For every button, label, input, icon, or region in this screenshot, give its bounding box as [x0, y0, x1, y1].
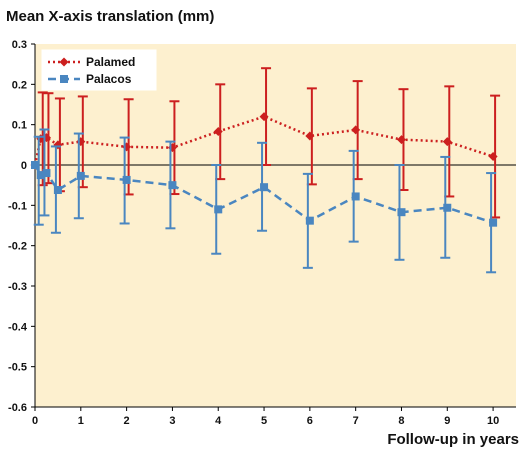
x-tick-label: 9 [444, 415, 450, 427]
y-tick-label: -0.3 [8, 281, 27, 293]
x-tick-label: 3 [169, 415, 175, 427]
x-tick-label: 4 [215, 415, 222, 427]
legend-label-palacos: Palacos [86, 72, 132, 86]
legend-marker-palamed [59, 57, 69, 67]
data-point-palamed [259, 112, 269, 122]
y-tick-label: 0.2 [12, 79, 27, 91]
data-point-palacos [36, 171, 45, 180]
x-tick-label: 0 [32, 415, 38, 427]
x-tick-label: 7 [353, 415, 359, 427]
series-line-palamed [33, 115, 494, 166]
legend-box [41, 49, 157, 91]
data-point-palacos [76, 171, 85, 180]
y-tick-label: 0.1 [12, 120, 27, 132]
y-tick-label: 0 [21, 160, 27, 172]
data-point-palacos [122, 175, 131, 184]
data-point-palacos [260, 183, 269, 192]
x-tick-label: 1 [78, 415, 84, 427]
x-tick-label: 8 [398, 415, 404, 427]
data-point-palacos [31, 161, 39, 169]
series-line-palacos [33, 164, 494, 224]
data-point-palacos [489, 218, 498, 227]
y-tick-label: 0.3 [12, 39, 27, 51]
data-point-palamed [396, 135, 406, 145]
legend-label-palamed: Palamed [86, 55, 135, 69]
data-point-palamed [442, 137, 452, 147]
x-tick-label: 2 [124, 415, 130, 427]
data-point-palacos [168, 181, 177, 190]
data-point-palacos [305, 216, 314, 225]
data-point-palamed [488, 152, 498, 162]
legend-marker-palacos [60, 75, 68, 83]
y-tick-label: -0.1 [8, 200, 27, 212]
x-tick-label: 6 [307, 415, 313, 427]
data-point-palamed [305, 131, 315, 141]
plot-background [35, 44, 516, 407]
data-point-palamed [213, 127, 223, 137]
data-point-palacos [443, 203, 452, 212]
data-point-palamed [351, 125, 361, 135]
chart-title: Mean X-axis translation (mm) [6, 8, 215, 25]
data-point-palacos [214, 205, 223, 214]
y-tick-label: -0.2 [8, 241, 27, 253]
data-point-palacos [397, 208, 406, 217]
y-tick-label: -0.4 [8, 321, 28, 333]
data-point-palacos [53, 186, 62, 195]
x-tick-label: 10 [487, 415, 499, 427]
y-tick-label: -0.6 [8, 402, 27, 414]
x-axis-label: Follow-up in years [387, 431, 519, 448]
x-tick-label: 5 [261, 415, 267, 427]
data-point-palacos [42, 169, 51, 178]
y-tick-label: -0.5 [8, 362, 27, 374]
data-point-palacos [351, 192, 360, 201]
